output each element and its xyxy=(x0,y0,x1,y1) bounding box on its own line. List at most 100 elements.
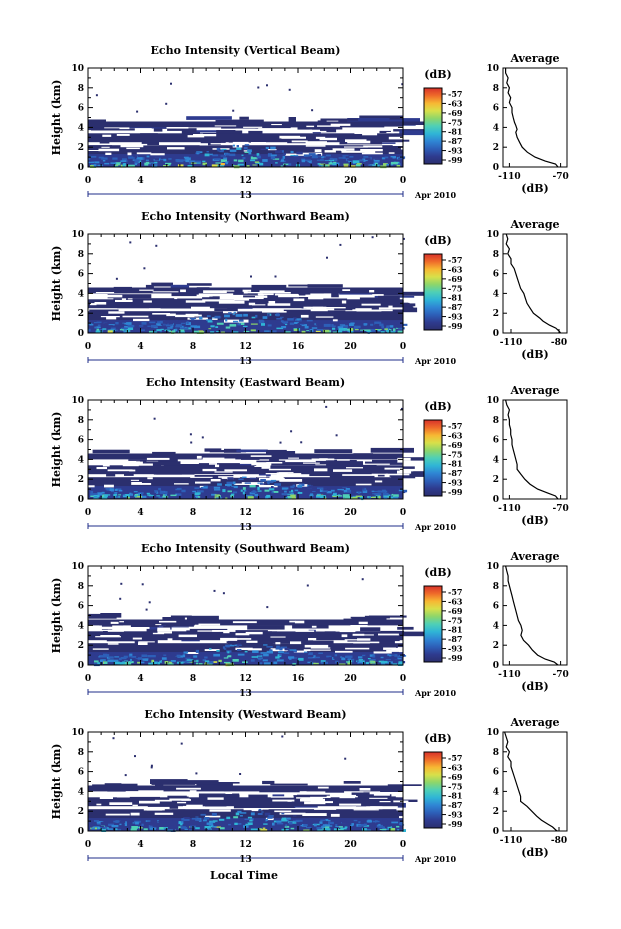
echo-gap xyxy=(214,125,237,127)
echo-gap xyxy=(274,293,298,296)
echo-cell xyxy=(104,494,108,497)
echo-cell xyxy=(161,657,167,660)
echo-gap xyxy=(134,463,153,466)
echo-cell xyxy=(122,158,127,162)
echo-cell xyxy=(195,827,200,830)
echo-cell xyxy=(114,488,118,491)
echo-gap xyxy=(235,128,256,131)
panel-title: Echo Intensity (Southward Beam) xyxy=(141,542,350,555)
y-tick-label: 6 xyxy=(78,436,84,446)
echo-cell xyxy=(170,284,190,289)
echo-cell xyxy=(320,660,326,664)
echo-cell xyxy=(352,160,360,164)
echo-cell xyxy=(284,497,288,499)
echo-cell xyxy=(369,661,375,663)
colorbar-unit: (dB) xyxy=(424,566,451,579)
date-day: 13 xyxy=(239,191,252,201)
echo-gap xyxy=(385,473,410,476)
echo-cell xyxy=(262,827,266,829)
colorbar-unit: (dB) xyxy=(424,400,451,413)
y-tick-label: 0 xyxy=(78,495,84,505)
echo-cell xyxy=(225,497,228,500)
echo-cell xyxy=(216,130,243,134)
echo-speck xyxy=(266,606,269,609)
echo-cell xyxy=(371,324,379,328)
echo-cell xyxy=(181,818,185,821)
echo-cell xyxy=(243,330,250,332)
echo-cell xyxy=(140,661,145,664)
echo-cell xyxy=(397,330,403,333)
echo-cell xyxy=(192,657,198,660)
echo-cell xyxy=(233,159,238,162)
y-tick-label: 8 xyxy=(78,416,84,426)
echo-cell xyxy=(233,320,239,323)
echo-cell xyxy=(325,154,331,157)
echo-gap xyxy=(311,458,335,461)
echo-cell xyxy=(340,827,347,830)
avg-y-tick-label: 6 xyxy=(493,104,499,114)
avg-y-tick-label: 0 xyxy=(493,661,499,671)
echo-gap xyxy=(218,300,245,304)
echo-cell xyxy=(204,660,210,663)
echo-gap xyxy=(111,793,117,795)
echo-speck xyxy=(274,275,277,278)
echo-cell xyxy=(378,295,400,300)
echo-gap xyxy=(141,483,152,485)
echo-cell xyxy=(338,118,350,123)
echo-cell xyxy=(290,494,296,498)
echo-cell xyxy=(108,823,114,826)
echo-cell xyxy=(222,652,226,656)
echo-cell xyxy=(237,163,244,166)
echo-cell xyxy=(337,824,344,827)
echo-cell xyxy=(114,654,119,656)
echo-gap xyxy=(379,801,391,803)
echo-cell xyxy=(236,147,242,150)
echo-cell xyxy=(213,486,221,489)
echo-cell xyxy=(98,656,102,658)
echo-gap xyxy=(344,639,361,641)
echo-gap xyxy=(338,794,357,797)
echo-gap xyxy=(391,793,404,797)
echo-cell xyxy=(94,326,101,329)
echo-cell xyxy=(369,496,376,498)
echo-cell xyxy=(355,495,362,497)
echo-gap xyxy=(299,791,307,793)
echo-cell xyxy=(384,824,391,827)
echo-cell xyxy=(138,493,141,496)
echo-cell xyxy=(402,661,406,664)
echo-cell xyxy=(113,492,120,494)
echo-speck xyxy=(119,597,122,600)
x-tick-label: 4 xyxy=(137,508,143,518)
echo-cell xyxy=(227,477,234,480)
echo-cell xyxy=(149,827,156,830)
echo-cell xyxy=(138,157,142,159)
echo-cell xyxy=(128,459,172,461)
echo-speck xyxy=(145,608,148,611)
echo-gap xyxy=(109,802,122,805)
date-day: 13 xyxy=(239,357,252,367)
echo-cell xyxy=(160,328,164,330)
echo-cell xyxy=(146,628,158,634)
colorbar-tick-label: -75 xyxy=(448,283,462,293)
echo-cell xyxy=(196,151,203,154)
echo-gap xyxy=(104,484,114,488)
echo-cell xyxy=(137,653,144,656)
echo-gap xyxy=(308,141,327,145)
echo-speck xyxy=(112,737,115,740)
avg-y-tick-label: 10 xyxy=(486,230,499,240)
echo-cell xyxy=(88,161,95,164)
echo-gap xyxy=(107,643,119,645)
echo-cell xyxy=(244,818,250,820)
echo-cell xyxy=(377,658,382,661)
echo-cell xyxy=(257,486,260,490)
echo-cell xyxy=(338,663,346,665)
echo-cell xyxy=(213,653,220,657)
echo-cell xyxy=(161,489,167,491)
echo-gap xyxy=(383,647,397,650)
echo-cell xyxy=(101,822,108,825)
echo-cell xyxy=(334,654,338,657)
echo-cell xyxy=(308,153,316,156)
echo-cell xyxy=(124,823,127,826)
echo-cell xyxy=(242,157,246,160)
echo-cell xyxy=(290,150,294,153)
